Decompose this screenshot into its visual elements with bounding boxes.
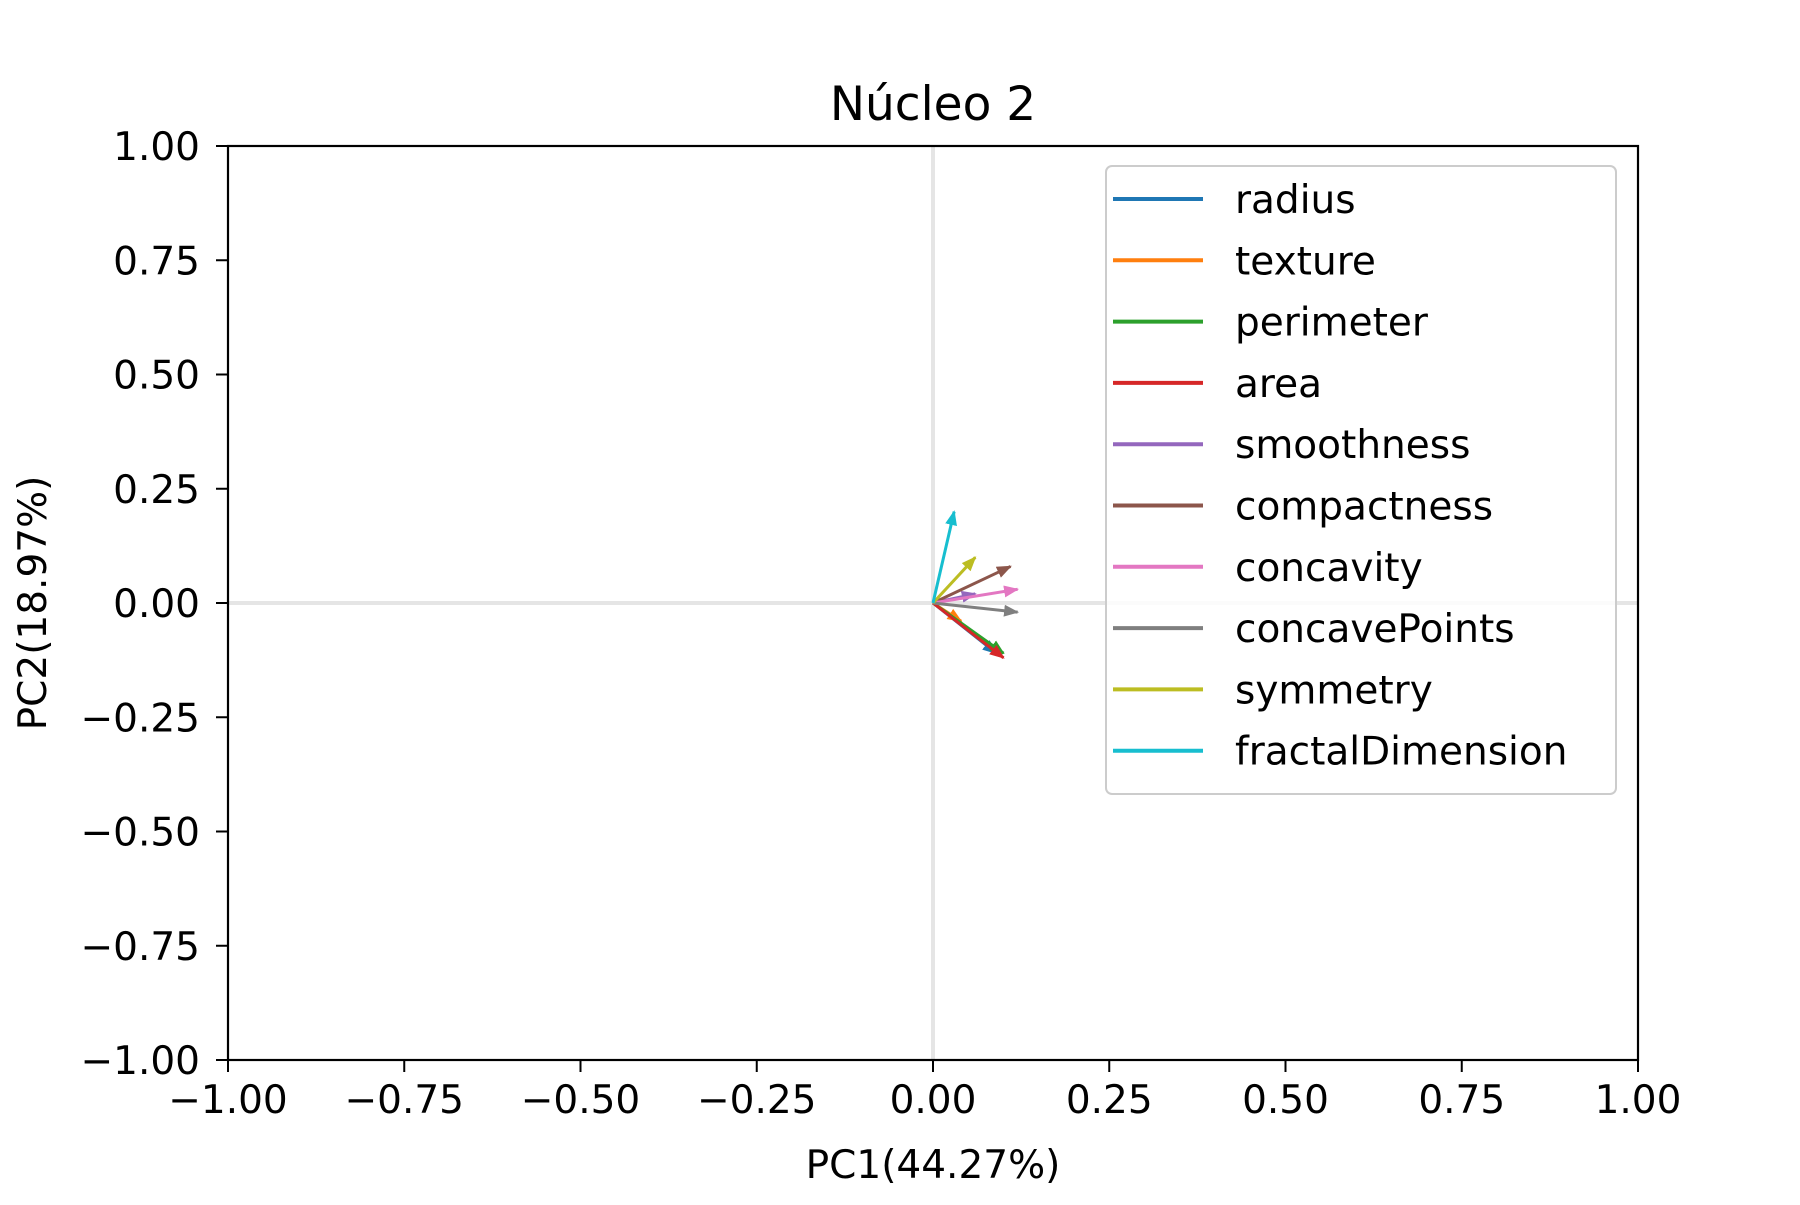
x-axis-ticks: −1.00 −0.75 −0.50 −0.25 0.00 0.25 0.50 0.75 1.00 <box>168 1060 1681 1123</box>
legend-item: compactness <box>1113 485 1493 530</box>
arrow-concavity <box>932 585 1020 605</box>
y-tick-label: −0.50 <box>80 811 200 856</box>
arrow-compactness <box>932 565 1012 605</box>
legend-item: area <box>1113 362 1322 407</box>
y-tick-label: 0.75 <box>113 239 200 284</box>
legend-item: fractalDimension <box>1113 730 1567 775</box>
arrow-symmetry <box>931 556 977 605</box>
y-tick-label: −1.00 <box>80 1039 200 1084</box>
y-tick-label: 0.00 <box>113 582 200 627</box>
x-tick-label: −0.50 <box>521 1078 641 1123</box>
arrow-area <box>932 601 1005 660</box>
x-tick-label: 1.00 <box>1595 1078 1682 1123</box>
x-tick-label: −1.00 <box>168 1078 288 1123</box>
y-tick-label: 1.00 <box>113 125 200 170</box>
y-tick-label: 0.25 <box>113 468 200 513</box>
loading-arrows <box>931 510 1020 660</box>
x-axis-label: PC1(44.27%) <box>806 1143 1061 1188</box>
chart-title: Núcleo 2 <box>830 77 1036 132</box>
legend-item: smoothness <box>1113 423 1470 468</box>
y-tick-label: −0.25 <box>80 696 200 741</box>
legend: radius texture perimeter area smoothness comp… <box>1105 165 1617 795</box>
y-tick-label: −0.75 <box>80 925 200 970</box>
y-tick-label: 0.50 <box>113 354 200 399</box>
legend-label: fractalDimension <box>1235 730 1567 775</box>
arrow-fractalDimension <box>931 510 957 604</box>
legend-item: symmetry <box>1113 668 1433 713</box>
y-axis-ticks: −1.00 −0.75 −0.50 −0.25 0.00 0.25 0.50 0.75 1.00 <box>80 125 228 1084</box>
x-tick-label: −0.25 <box>697 1078 817 1123</box>
x-tick-label: 0.00 <box>890 1078 977 1123</box>
legend-label: concavePoints <box>1235 607 1515 652</box>
arrow-concavePoints <box>932 601 1020 617</box>
x-tick-label: 0.25 <box>1066 1078 1153 1123</box>
x-tick-label: 0.50 <box>1242 1078 1329 1123</box>
legend-item: concavePoints <box>1113 607 1515 652</box>
legend-label: perimeter <box>1235 301 1429 346</box>
y-axis-label: PC2(18.97%) <box>11 476 56 731</box>
legend-label: radius <box>1235 178 1356 223</box>
legend-label: smoothness <box>1235 423 1470 468</box>
legend-box <box>1105 165 1617 795</box>
legend-label: area <box>1235 362 1322 407</box>
legend-label: concavity <box>1235 546 1423 591</box>
legend-item: perimeter <box>1113 301 1429 346</box>
legend-item: texture <box>1113 239 1376 284</box>
legend-item: concavity <box>1113 546 1423 591</box>
x-tick-label: −0.75 <box>344 1078 464 1123</box>
legend-label: compactness <box>1235 485 1493 530</box>
legend-label: texture <box>1235 239 1376 284</box>
legend-label: symmetry <box>1235 668 1433 713</box>
x-tick-label: 0.75 <box>1418 1078 1505 1123</box>
legend-item: radius <box>1113 178 1356 223</box>
